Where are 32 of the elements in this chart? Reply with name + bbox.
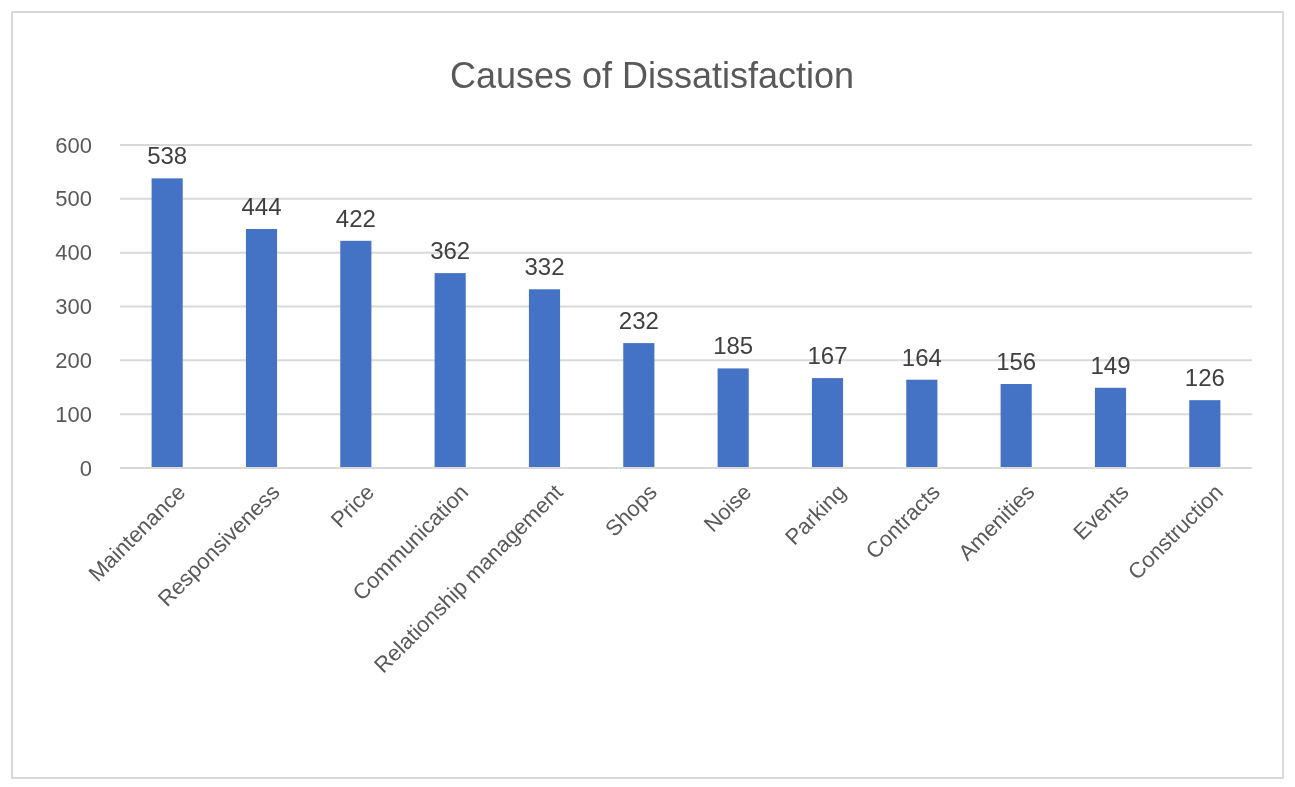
bar [1000,384,1032,468]
bar [434,273,466,468]
chart-title: Causes of Dissatisfaction [449,55,855,96]
data-label: 126 [1184,364,1225,392]
bar [340,240,372,468]
bar [528,289,561,468]
y-tick-label: 0 [79,455,92,481]
data-label: 362 [430,237,471,265]
y-tick-label: 100 [55,401,92,427]
data-label: 156 [996,348,1037,376]
y-tick-label: 500 [55,186,92,212]
y-tick-label: 600 [55,132,92,158]
bar [906,379,938,468]
y-tick-label: 300 [55,294,92,320]
data-label: 538 [147,142,188,170]
bar [717,368,749,468]
data-label: 444 [241,192,282,220]
data-label: 422 [335,204,376,232]
data-label: 167 [807,342,848,370]
data-label: 149 [1090,351,1131,379]
bar [1094,387,1127,468]
bar [811,378,844,468]
y-tick-label: 200 [55,347,92,373]
data-label: 332 [524,253,565,281]
bar [245,228,278,468]
bar [623,343,655,468]
y-tick-label: 400 [55,240,92,266]
data-label: 232 [618,307,659,335]
data-label: 164 [901,343,942,371]
bar [1189,400,1221,468]
data-label: 185 [713,332,754,360]
bar [151,178,183,468]
